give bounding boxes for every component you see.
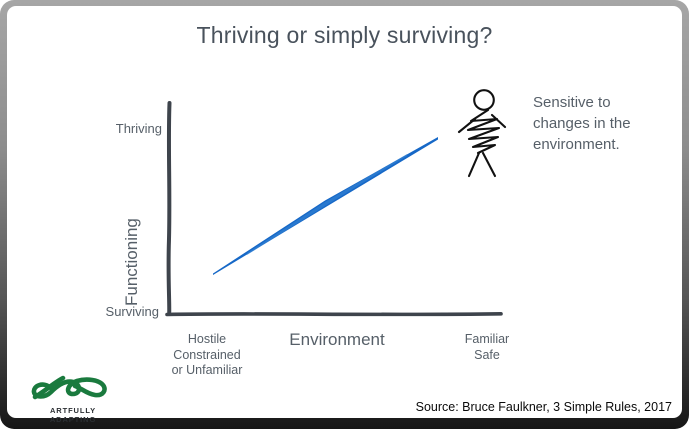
x-tick-familiar: Familiar Safe — [442, 332, 532, 363]
y-axis-title: Functioning — [122, 218, 141, 306]
trend-line-core — [247, 154, 407, 255]
annotation-text: Sensitive to changes in the environment. — [533, 92, 673, 155]
y-tick-surviving: Surviving — [105, 304, 159, 319]
y-tick-thriving: Thriving — [115, 121, 162, 136]
infinity-loops-logo-icon — [31, 375, 107, 400]
x-axis-line — [165, 312, 503, 317]
source-credit: Source: Bruce Faulkner, 3 Simple Rules, … — [415, 400, 672, 414]
annotation-line3: environment. — [533, 136, 620, 153]
slide-card: Thriving or simply surviving? — [7, 6, 682, 424]
annotation-line1: Sensitive to — [533, 94, 611, 111]
stick-figure-icon — [457, 89, 507, 178]
x-tick-hostile-line2: Constrained — [173, 347, 241, 362]
x-tick-familiar-line2: Safe — [474, 347, 500, 362]
chart-area: Thriving Surviving Functioning Environme… — [7, 6, 682, 418]
chart-canvas — [165, 89, 507, 317]
brand-logo: ARTFULLY ADAPTING — [29, 374, 129, 424]
page-title: Thriving or simply surviving? — [196, 22, 493, 48]
annotation-line2: changes in the — [533, 115, 631, 132]
x-axis-title: Environment — [289, 330, 385, 349]
trend-line — [213, 137, 438, 275]
x-tick-familiar-line1: Familiar — [464, 332, 510, 346]
x-tick-hostile-line1: Hostile — [187, 332, 227, 346]
x-tick-hostile-line3: or Unfamiliar — [171, 363, 243, 377]
brand-logo-text: ARTFULLY ADAPTING — [49, 406, 97, 424]
x-tick-hostile: Hostile Constrained or Unfamiliar — [152, 332, 262, 379]
y-axis-line — [166, 101, 172, 316]
